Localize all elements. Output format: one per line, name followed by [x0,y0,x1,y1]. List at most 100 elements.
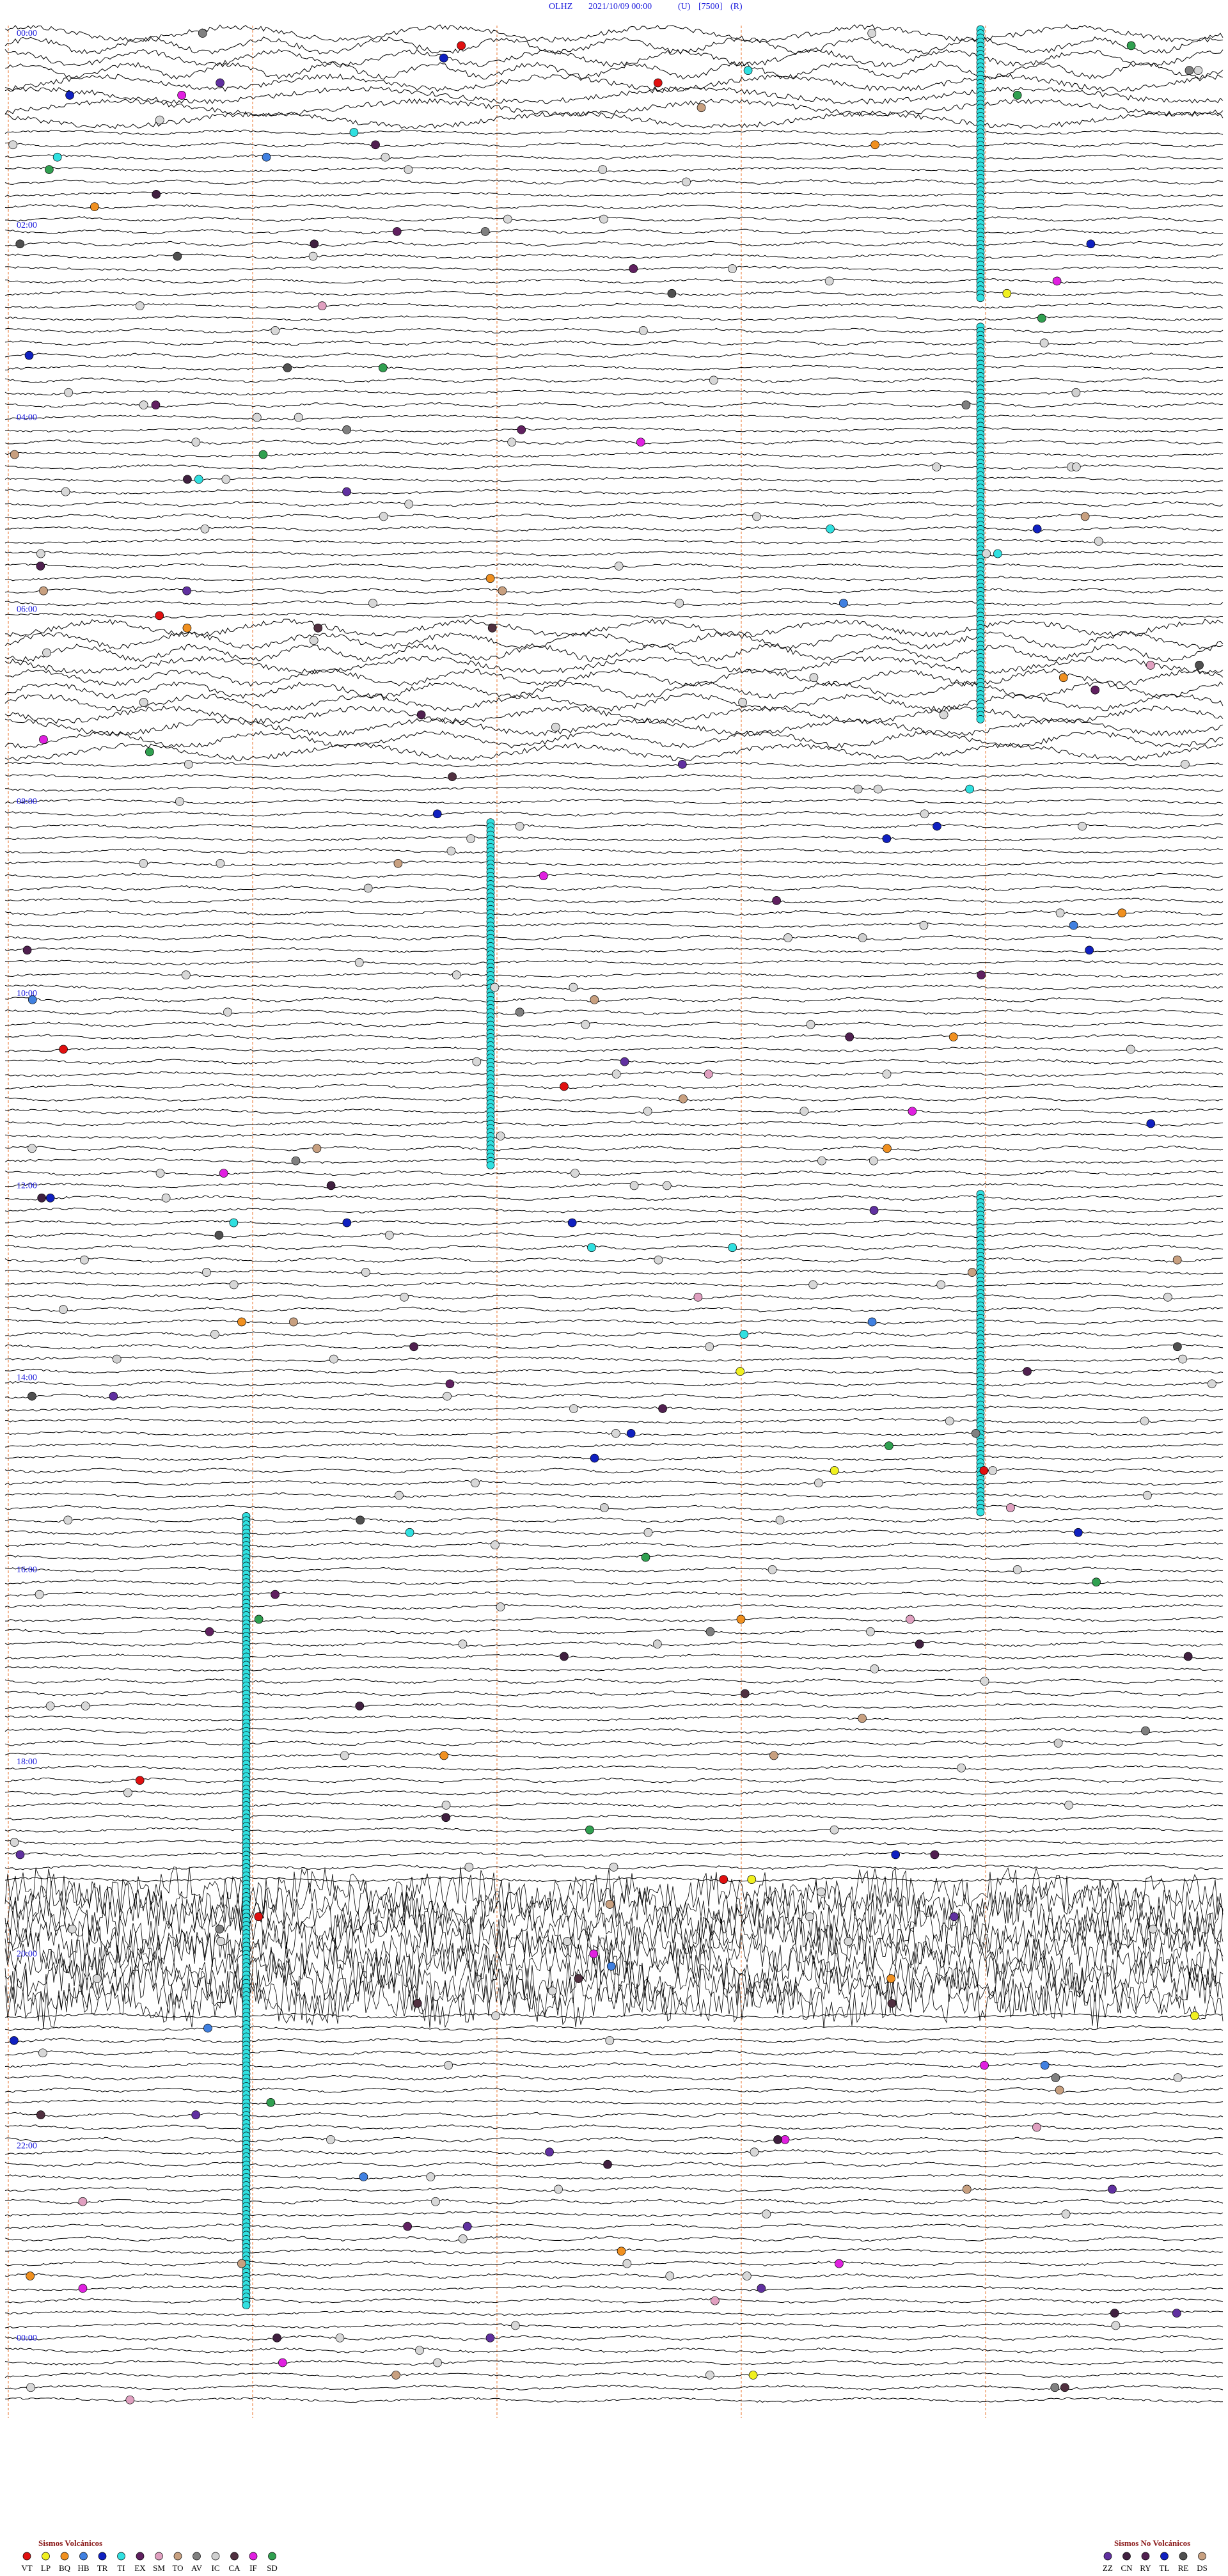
trace [4,910,1224,916]
marker [1090,685,1100,695]
marker [393,858,403,868]
legend-swatch [1141,2552,1150,2561]
marker [317,301,327,310]
component: (U) [678,2,691,12]
marker [780,2135,790,2144]
marker [581,1020,590,1029]
marker [1073,1528,1083,1537]
marker [968,1268,977,1277]
marker [384,1231,394,1240]
trace [4,2087,1224,2093]
marker [1080,512,1090,521]
trace [4,1405,1224,1412]
trace [4,2174,1224,2180]
marker [214,1231,224,1240]
marker [462,2222,472,2231]
marker [395,1490,404,1500]
trace [4,1879,1224,1929]
marker [342,1218,352,1228]
marker [491,2011,500,2021]
marker [182,586,191,596]
marker [709,375,718,385]
marker [830,1466,839,1475]
marker [1110,2309,1119,2318]
marker [349,128,359,137]
marker [961,400,971,409]
marker [340,1751,349,1760]
marker [1173,1342,1182,1352]
marker [728,1243,737,1252]
trace [4,1903,1224,1955]
trace [4,2360,1224,2366]
marker [368,599,377,608]
marker [123,1788,132,1798]
trace [4,439,1224,445]
marker [152,189,161,199]
marker [507,438,517,447]
marker [783,933,792,942]
marker [747,1875,757,1884]
time-label: 12:00 [17,1181,37,1190]
legend-label: AV [191,2563,203,2573]
marker [109,1391,118,1401]
trace [4,86,1224,105]
marker [262,152,271,162]
trace [4,705,1224,724]
legend-label: ZZ [1103,2563,1113,2573]
marker [704,1070,713,1079]
marker [858,933,867,942]
trace [4,1343,1224,1350]
trace [4,1133,1224,1139]
legend-label: IC [212,2563,220,2573]
marker [545,2147,554,2157]
time-labels: 00:00 02:00 04:00 06:00 08:00 10:00 12:00 14:00… [17,29,37,2343]
marker [310,239,319,249]
trace [4,1691,1224,1697]
trace [4,1752,1224,1758]
trace [4,265,1224,272]
marker [1053,1739,1063,1748]
marker [237,1317,246,1327]
marker [799,1107,809,1116]
marker [415,2346,424,2355]
marker [1023,1367,1032,1376]
trace [4,693,1224,712]
marker [920,809,929,819]
trace [4,98,1224,117]
marker [806,1020,815,1029]
trace [4,1442,1224,1449]
legend-swatch [1160,2552,1169,2561]
marker [830,1825,839,1835]
marker [182,970,191,979]
marker [1172,2309,1181,2318]
marker [254,1615,264,1624]
legend-swatch [136,2552,145,2561]
marker [37,1193,47,1203]
trace [4,1220,1224,1226]
marker [1064,1801,1073,1810]
trace [4,402,1224,408]
marker [458,2234,468,2243]
marker [933,821,941,831]
trace [4,656,1224,675]
marker [496,1602,505,1611]
trace [4,1740,1224,1746]
marker [1085,945,1094,955]
marker [441,1813,451,1822]
marker [198,29,207,38]
trace [4,997,1224,1003]
marker [291,1156,301,1166]
marker [682,177,691,187]
marker [139,400,148,409]
marker [870,140,879,150]
marker [203,2023,212,2033]
marker [1172,1255,1182,1265]
marker [567,1218,577,1228]
marker [762,2209,771,2218]
legend-swatch [60,2552,69,2561]
marker [617,2247,626,2256]
trace [4,2211,1224,2217]
marker [487,623,497,633]
marker [869,1206,879,1215]
